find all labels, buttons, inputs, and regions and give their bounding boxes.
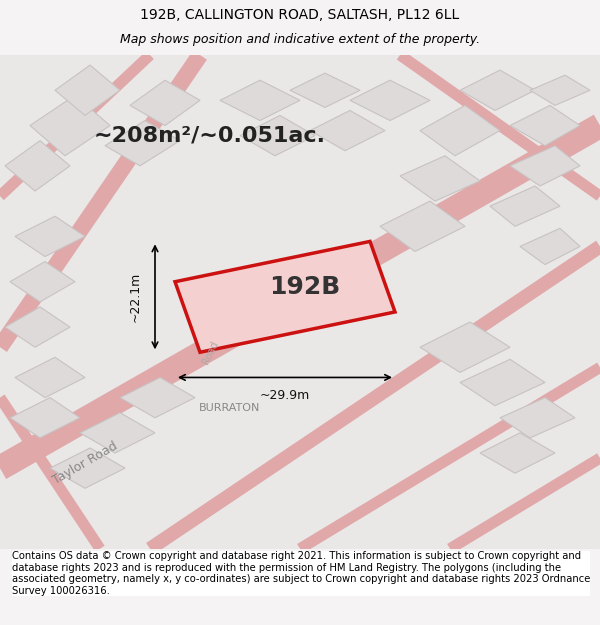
Polygon shape xyxy=(520,228,580,264)
Polygon shape xyxy=(290,73,360,107)
Polygon shape xyxy=(400,156,480,201)
Polygon shape xyxy=(5,141,70,191)
Polygon shape xyxy=(10,262,75,302)
Text: Map shows position and indicative extent of the property.: Map shows position and indicative extent… xyxy=(120,33,480,46)
Polygon shape xyxy=(15,216,85,256)
Text: Contains OS data © Crown copyright and database right 2021. This information is : Contains OS data © Crown copyright and d… xyxy=(12,551,590,596)
Polygon shape xyxy=(5,307,70,348)
Polygon shape xyxy=(15,357,85,398)
Polygon shape xyxy=(420,106,500,156)
Polygon shape xyxy=(420,322,510,372)
Polygon shape xyxy=(530,75,590,106)
Polygon shape xyxy=(240,116,315,156)
Polygon shape xyxy=(460,359,545,406)
Text: 192B, CALLINGTON ROAD, SALTASH, PL12 6LL: 192B, CALLINGTON ROAD, SALTASH, PL12 6LL xyxy=(140,8,460,22)
Polygon shape xyxy=(30,95,110,156)
Polygon shape xyxy=(80,412,155,453)
Polygon shape xyxy=(220,80,300,121)
Polygon shape xyxy=(480,433,555,473)
Polygon shape xyxy=(50,448,125,488)
Polygon shape xyxy=(350,80,430,121)
Polygon shape xyxy=(120,378,195,418)
Text: Taylor Road: Taylor Road xyxy=(50,439,119,487)
Polygon shape xyxy=(510,106,580,146)
Text: ~29.9m: ~29.9m xyxy=(260,389,310,402)
Polygon shape xyxy=(55,65,120,116)
Text: ~208m²/~0.051ac.: ~208m²/~0.051ac. xyxy=(94,126,326,146)
Polygon shape xyxy=(310,111,385,151)
Polygon shape xyxy=(130,80,200,126)
Polygon shape xyxy=(105,121,180,166)
Text: BURRATON: BURRATON xyxy=(199,402,260,412)
Text: 192B: 192B xyxy=(269,275,341,299)
Polygon shape xyxy=(510,146,580,186)
Polygon shape xyxy=(10,398,80,438)
Text: ~22.1m: ~22.1m xyxy=(128,272,142,322)
Polygon shape xyxy=(500,398,575,438)
Polygon shape xyxy=(175,241,395,352)
Polygon shape xyxy=(460,70,535,111)
Polygon shape xyxy=(490,186,560,226)
Text: Road: Road xyxy=(200,339,220,366)
Polygon shape xyxy=(380,201,465,251)
